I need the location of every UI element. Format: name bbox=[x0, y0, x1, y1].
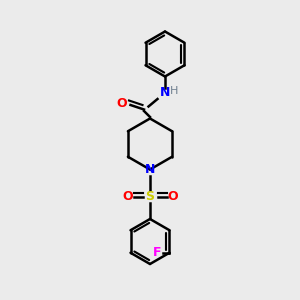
Text: N: N bbox=[145, 163, 155, 176]
Text: O: O bbox=[122, 190, 133, 203]
Text: S: S bbox=[146, 190, 154, 203]
Text: O: O bbox=[116, 97, 127, 110]
Text: H: H bbox=[170, 86, 178, 97]
Text: O: O bbox=[167, 190, 178, 203]
Text: N: N bbox=[160, 86, 170, 100]
Text: F: F bbox=[153, 246, 162, 259]
